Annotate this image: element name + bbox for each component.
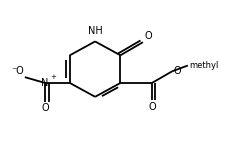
Text: O: O (41, 103, 49, 113)
Text: methyl: methyl (189, 61, 218, 70)
Text: ⁻O: ⁻O (11, 66, 24, 76)
Text: N: N (41, 78, 49, 88)
Text: O: O (144, 31, 152, 41)
Text: NH: NH (88, 26, 102, 36)
Text: +: + (50, 74, 56, 80)
Text: O: O (148, 102, 156, 112)
Text: O: O (173, 66, 181, 76)
